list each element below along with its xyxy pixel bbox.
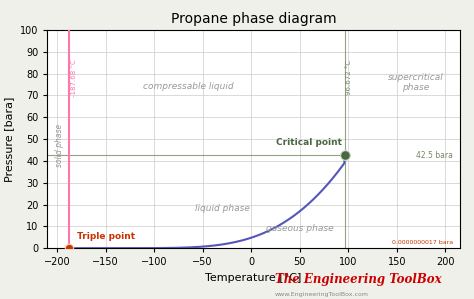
Text: supercritical
phase: supercritical phase: [388, 73, 444, 92]
Text: www.EngineeringToolBox.com: www.EngineeringToolBox.com: [275, 292, 369, 297]
Text: solid phase: solid phase: [55, 124, 64, 167]
Y-axis label: Pressure [bara]: Pressure [bara]: [4, 96, 14, 182]
Text: 0.0000000017 bara: 0.0000000017 bara: [392, 240, 453, 245]
X-axis label: Temperature [°C]: Temperature [°C]: [205, 273, 302, 283]
Text: liquid phase: liquid phase: [195, 205, 249, 213]
Title: Propane phase diagram: Propane phase diagram: [171, 12, 337, 26]
Text: -187.68 °C: -187.68 °C: [71, 59, 76, 97]
Text: gaseous phase: gaseous phase: [266, 224, 334, 233]
Text: compressable liquid: compressable liquid: [143, 82, 233, 91]
Text: 96.672 °C: 96.672 °C: [346, 60, 353, 95]
Text: 42.5 bara: 42.5 bara: [416, 151, 453, 160]
Text: Critical point: Critical point: [276, 138, 342, 147]
Text: The Engineering ToolBox: The Engineering ToolBox: [275, 273, 442, 286]
Text: Triple point: Triple point: [77, 231, 135, 240]
